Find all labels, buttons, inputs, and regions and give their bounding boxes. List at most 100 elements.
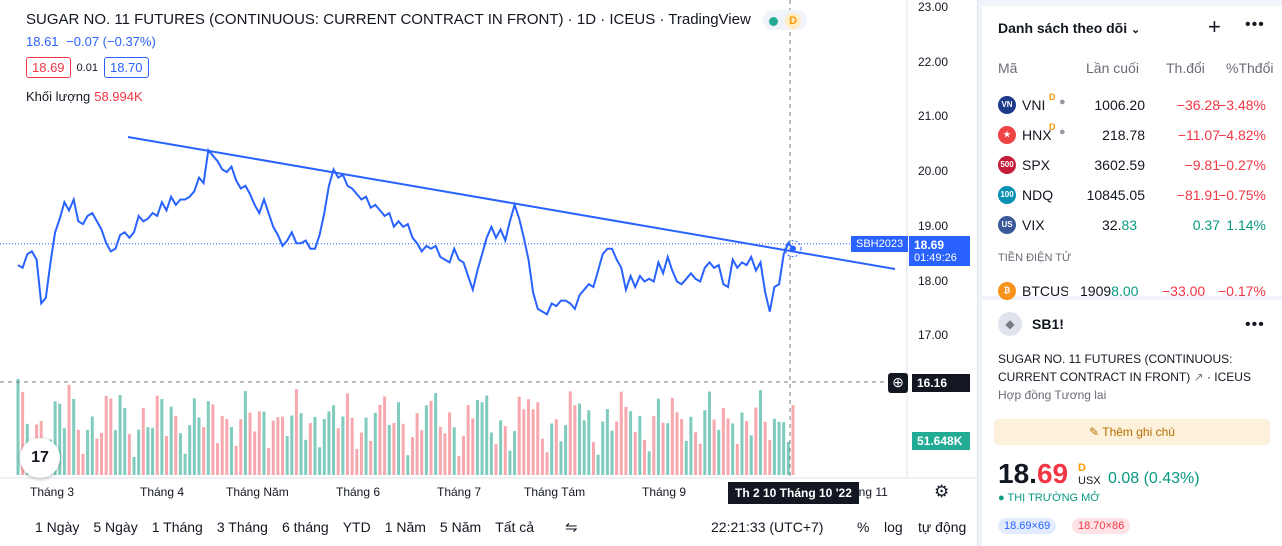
volume-bar xyxy=(100,432,104,475)
timeframe-0[interactable]: 1 Ngày xyxy=(35,519,80,535)
volume-bar xyxy=(336,428,340,475)
volume-bar xyxy=(466,405,470,475)
row-dot-icon: ● xyxy=(1059,126,1066,138)
watchlist-row-hnx[interactable]: ★ HNX D ● 218.78 −11.07 −4.82% xyxy=(982,120,1282,150)
volume-bar xyxy=(410,437,414,475)
ask-pill[interactable]: 18.70×86 xyxy=(1072,518,1131,534)
crosshair-price-tag: 16.16 xyxy=(912,374,970,392)
add-symbol-icon[interactable]: + xyxy=(1208,14,1221,39)
volume-bar xyxy=(526,399,530,475)
volume-bar xyxy=(633,432,637,475)
watchlist-panel: Danh sách theo dõi ⌄ + ••• Mã Lần cuối T… xyxy=(982,6,1282,300)
volume-bar xyxy=(582,420,586,475)
percent-toggle[interactable]: % xyxy=(857,519,870,535)
volume-bar xyxy=(332,405,336,475)
row-delayed-badge: D xyxy=(1049,92,1056,102)
volume-bar xyxy=(160,399,164,475)
external-link-icon[interactable]: ↗ xyxy=(1193,370,1204,384)
volume-bar xyxy=(587,410,591,475)
col-symbol[interactable]: Mã xyxy=(998,60,1018,76)
volume-bar xyxy=(772,418,776,475)
volume-bar xyxy=(517,396,521,475)
trend-line[interactable] xyxy=(127,136,896,270)
col-change-pct[interactable]: %Thđổi xyxy=(1226,60,1274,76)
chart-title[interactable]: SUGAR NO. 11 FUTURES (CONTINUOUS: CURREN… xyxy=(26,10,751,28)
volume-bar xyxy=(378,404,382,475)
row-last: 218.78 xyxy=(1102,127,1145,143)
volume-bar xyxy=(522,409,526,475)
col-last[interactable]: Lần cuối xyxy=(1086,60,1139,76)
row-symbol: VNI xyxy=(1022,97,1046,113)
detail-symbol[interactable]: SB1! xyxy=(1032,316,1064,332)
volume-bar xyxy=(554,419,558,475)
volume-bar xyxy=(169,406,173,475)
price-chart[interactable] xyxy=(0,0,978,546)
watchlist-row-ndq[interactable]: 100 NDQ 10845.05 −81.91 −0.75% xyxy=(982,180,1282,210)
watchlist-row-vni[interactable]: VN VNI D ● 1006.20 −36.28 −3.48% xyxy=(982,90,1282,120)
timeframe-1[interactable]: 5 Ngày xyxy=(93,519,138,535)
chart-panel[interactable]: SUGAR NO. 11 FUTURES (CONTINUOUS: CURREN… xyxy=(0,0,978,546)
volume-bar xyxy=(178,433,182,475)
volume-bar xyxy=(499,420,503,475)
detail-description: SUGAR NO. 11 FUTURES (CONTINUOUS: CURREN… xyxy=(998,352,1251,384)
timeframe-6[interactable]: 1 Năm xyxy=(384,519,426,535)
volume-bar xyxy=(680,418,684,475)
last-point-ring xyxy=(784,240,802,258)
timeframe-7[interactable]: 5 Năm xyxy=(439,519,482,535)
volume-bar xyxy=(220,416,224,475)
note-icon: ✎ xyxy=(1089,425,1100,439)
tradingview-logo-icon[interactable]: 17 xyxy=(20,438,60,478)
more-options-icon[interactable]: ••• xyxy=(1245,16,1265,33)
clock[interactable]: 22:21:33 (UTC+7) xyxy=(711,519,824,535)
volume-bar xyxy=(304,439,308,475)
volume-bar xyxy=(383,396,387,475)
timeframe-8[interactable]: Tất cả xyxy=(495,519,535,535)
delayed-badge: D xyxy=(785,13,802,30)
watchlist-row-btcus[interactable]: ₿ BTCUS 19098.00 −33.00 −0.17% xyxy=(982,276,1282,306)
bid-pill[interactable]: 18.69×69 xyxy=(998,518,1057,534)
row-last: 1006.20 xyxy=(1094,97,1145,113)
row-change: 0.37 xyxy=(1192,217,1220,233)
timeframe-bar: 1 Ngày 5 Ngày 1 Tháng 3 Tháng 6 tháng YTD 1 Nă… xyxy=(0,512,978,542)
log-toggle[interactable]: log xyxy=(884,519,903,535)
price-tag-box: 18.69 01:49:26 xyxy=(909,236,970,266)
row-symbol: NDQ xyxy=(1022,187,1054,203)
detail-exchange[interactable]: ICEUS xyxy=(1214,370,1251,384)
volume-bar xyxy=(462,436,466,475)
symbol-detail-panel: ◆ SB1! ••• SUGAR NO. 11 FUTURES (CONTINU… xyxy=(982,300,1282,546)
status-badge[interactable]: D xyxy=(762,10,808,30)
volume-bar xyxy=(536,402,540,475)
timeframe-5[interactable]: YTD xyxy=(342,519,371,535)
buy-button[interactable]: 18.70 xyxy=(103,57,149,78)
vix-logo-icon: US xyxy=(998,216,1016,234)
col-change[interactable]: Th.đổi xyxy=(1166,60,1205,76)
detail-price-main: 18. xyxy=(998,458,1037,489)
auto-toggle[interactable]: tự động xyxy=(918,519,967,535)
timeframe-3[interactable]: 3 Tháng xyxy=(216,519,268,535)
watchlist-row-spx[interactable]: 500 SPX 3602.59 −9.81 −0.27% xyxy=(982,150,1282,180)
volume-bar xyxy=(229,426,233,475)
volume-bar xyxy=(420,430,424,475)
volume-bar xyxy=(341,416,345,475)
date-range-icon[interactable]: ⇋ xyxy=(565,519,578,536)
volume-bar xyxy=(327,411,331,475)
volume-bar xyxy=(513,431,517,475)
sell-button[interactable]: 18.69 xyxy=(26,57,71,78)
timeframe-4[interactable]: 6 tháng xyxy=(281,519,329,535)
crosshair-add-icon[interactable]: ⊕ xyxy=(888,373,908,393)
volume-legend[interactable]: Khối lượng 58.994K xyxy=(26,89,143,104)
volume-bar xyxy=(364,417,368,475)
watchlist-row-vix[interactable]: US VIX 32.83 0.37 1.14% xyxy=(982,210,1282,240)
timeframe-2[interactable]: 1 Tháng xyxy=(151,519,203,535)
volume-bar xyxy=(475,399,479,475)
detail-unit: D USX xyxy=(1078,462,1101,488)
watchlist-title[interactable]: Danh sách theo dõi ⌄ xyxy=(998,20,1140,36)
settings-gear-icon[interactable]: ⚙ xyxy=(934,482,950,501)
add-note-button[interactable]: ✎ Thêm ghi chú xyxy=(994,419,1270,445)
ndq-logo-icon: 100 xyxy=(998,186,1016,204)
volume-bar xyxy=(290,415,294,475)
detail-more-icon[interactable]: ••• xyxy=(1245,316,1265,333)
bar-countdown: 01:49:26 xyxy=(914,252,957,264)
volume-bar xyxy=(211,404,215,475)
volume-bar xyxy=(573,405,577,475)
